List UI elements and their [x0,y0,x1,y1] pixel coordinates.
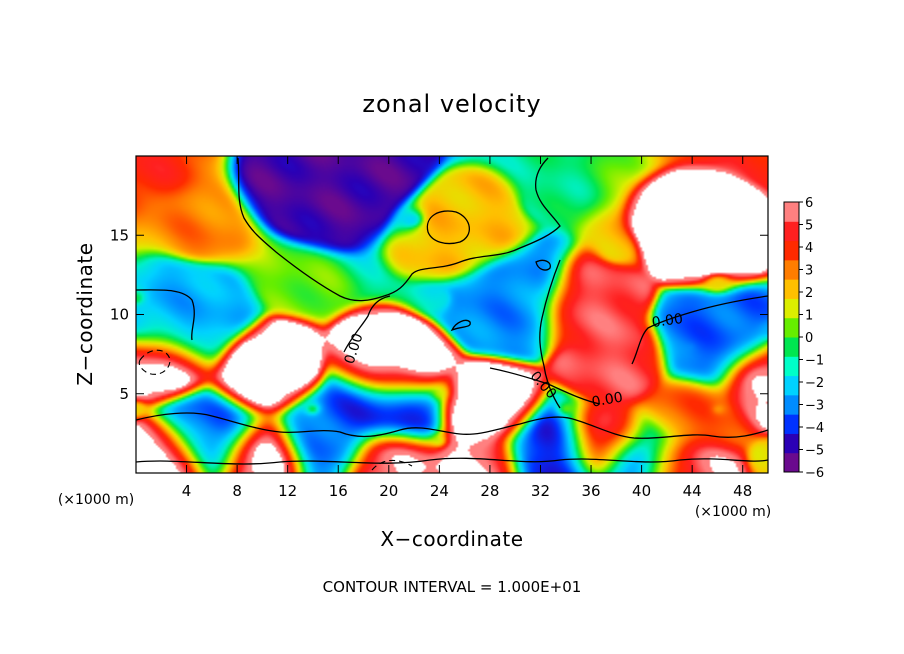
x-axis-ticks: 4 8 12 16 20 24 28 32 36 40 44 48 [182,156,752,500]
x-tick-label: 8 [232,482,242,500]
colorbar-swatch [784,317,799,338]
x-tick-label: 4 [182,482,192,500]
x-tick-label: 32 [531,482,550,500]
colorbar-label: 4 [805,241,813,256]
x-origin-unit-label: (×1000 m) [58,492,134,508]
colorbar-label: −2 [805,376,824,391]
x-tick-label: 48 [733,482,752,500]
y-tick-label: 10 [110,306,129,324]
contour-interval-note: CONTOUR INTERVAL = 1.000E+01 [323,578,582,596]
x-tick-label: 36 [581,482,600,500]
negative-contour-lines [138,349,413,471]
y-axis-ticks: 5 10 15 [110,226,768,403]
colorbar-swatch [784,414,799,434]
colorbar-swatch [784,356,799,377]
x-tick-label: 24 [430,482,449,500]
chart-title: zonal velocity [362,90,541,118]
colorbar-swatch [784,221,799,242]
x-axis-title: X−coordinate [380,527,523,551]
colorbar-swatch [784,259,799,280]
colorbar-label: 0 [805,331,813,346]
x-tick-label: 44 [683,482,702,500]
colorbar-swatch [784,394,799,415]
x-tick-label: 40 [632,482,651,500]
colorbar-label: −3 [805,399,824,414]
y-tick-label: 15 [110,226,129,244]
colorbar-label: 3 [805,264,813,279]
colorbar-swatch [784,375,799,396]
colorbar-label: 1 [805,309,813,324]
zero-contour-lines [136,157,768,465]
x-tick-label: 20 [379,482,398,500]
colorbar-label: −6 [805,466,824,481]
x-tick-label: 16 [329,482,348,500]
colorbar: 6 5 4 3 2 1 0 −1 −2 −3 −4 −5 −6 [783,196,824,481]
colorbar-label: 5 [805,219,813,234]
colorbar-swatch [784,452,799,473]
colorbar-swatch [784,279,799,299]
colorbar-label: 6 [805,196,813,211]
colorbar-label: −1 [805,354,824,369]
colorbar-swatch [784,202,799,222]
contour-label-3: 0.00 [591,389,624,410]
colorbar-swatch [784,433,799,454]
colorbar-label: −4 [805,421,824,436]
colorbar-swatch [784,240,799,261]
colorbar-swatch [784,337,799,357]
x-tick-label: 12 [278,482,297,500]
colorbar-swatch [784,298,799,319]
y-tick-label: 5 [119,385,129,403]
x-tick-label: 28 [480,482,499,500]
x-axis-unit-label: (×1000 m) [695,504,771,520]
y-axis-title: Z−coordinate [73,242,97,385]
colorbar-label: −5 [805,444,824,459]
colorbar-label: 2 [805,286,813,301]
contour-label-4: 0.00 [651,311,684,331]
